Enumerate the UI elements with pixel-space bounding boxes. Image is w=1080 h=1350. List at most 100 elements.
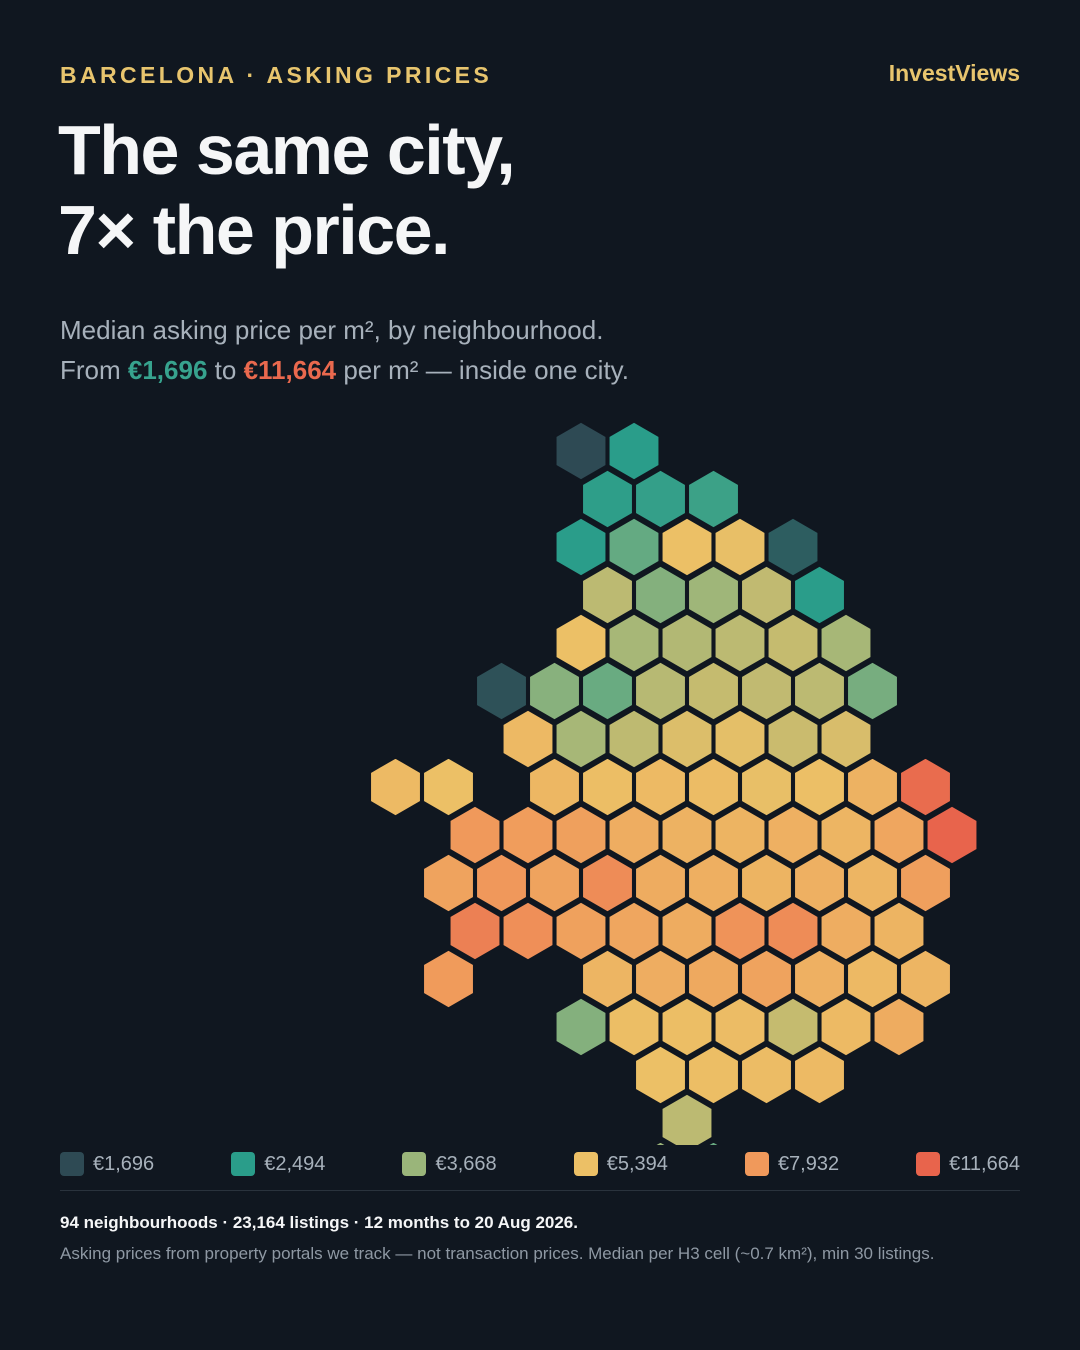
hex-cell xyxy=(767,517,819,577)
hex-cell xyxy=(555,517,607,577)
footer-note: Asking prices from property portals we t… xyxy=(60,1244,935,1263)
legend-item: €3,668 xyxy=(402,1152,497,1176)
hex-cell xyxy=(714,805,766,865)
legend-swatch xyxy=(573,1152,598,1176)
hex-cell xyxy=(687,757,740,817)
hex-cell xyxy=(654,1141,667,1145)
hex-cell xyxy=(422,949,475,1009)
hex-cell xyxy=(714,517,766,577)
legend-label: €1,696 xyxy=(93,1152,155,1175)
hex-cell xyxy=(555,613,607,673)
subtitle-end: per m² — inside one city. xyxy=(336,355,629,385)
hex-cell xyxy=(793,661,846,721)
hex-cell xyxy=(555,709,607,769)
subtitle-to: to xyxy=(207,355,244,385)
hex-cell xyxy=(714,901,766,961)
hex-cell xyxy=(581,757,634,817)
hex-map xyxy=(369,421,978,1145)
title-line-2: 7× the price. xyxy=(58,191,450,269)
hex-cell xyxy=(687,661,740,721)
hex-cell xyxy=(608,997,660,1057)
hex-cell xyxy=(793,949,846,1009)
legend-swatch xyxy=(916,1152,941,1176)
hex-cell xyxy=(714,613,766,673)
hex-cell xyxy=(687,949,740,1009)
hex-cell xyxy=(899,757,952,817)
hex-cell xyxy=(820,997,872,1057)
page-title: The same city, 7× the price. xyxy=(58,110,516,270)
hex-cell xyxy=(634,853,687,913)
hex-cell xyxy=(634,565,687,625)
hex-cell xyxy=(846,757,899,817)
hex-cell xyxy=(502,709,554,769)
legend-label: €7,932 xyxy=(777,1152,840,1175)
hex-cell xyxy=(846,853,899,913)
hex-cell xyxy=(608,901,660,961)
hex-cell xyxy=(661,997,713,1057)
legend-item: €11,664 xyxy=(916,1152,1020,1176)
hex-cell xyxy=(555,805,607,865)
hex-cell xyxy=(608,517,660,577)
legend-label: €5,394 xyxy=(606,1152,668,1175)
hex-cell xyxy=(846,949,899,1009)
legend-item: €5,394 xyxy=(573,1152,668,1176)
hex-cell xyxy=(714,709,766,769)
hex-cell xyxy=(687,853,740,913)
hex-cell xyxy=(608,709,660,769)
legend-swatch xyxy=(402,1152,427,1176)
hex-cell xyxy=(502,901,554,961)
divider xyxy=(60,1190,1020,1191)
subtitle-line-1: Median asking price per m², by neighbour… xyxy=(60,315,604,345)
hex-cell xyxy=(740,565,793,625)
hex-cell xyxy=(661,805,713,865)
hex-cell xyxy=(687,1045,740,1105)
hex-cell xyxy=(528,853,581,913)
hex-cell xyxy=(793,1045,846,1105)
hex-cell xyxy=(767,805,819,865)
hex-cell xyxy=(873,901,925,961)
title-line-1: The same city, xyxy=(58,111,516,189)
hex-cell xyxy=(740,949,793,1009)
hex-cell xyxy=(767,709,819,769)
hex-cell xyxy=(793,565,846,625)
legend-label: €3,668 xyxy=(435,1152,497,1175)
legend: €1,696 €2,494 €3,668 €5,394 €7,932 €11,664 xyxy=(60,1152,1020,1176)
hex-cell xyxy=(820,805,872,865)
hex-cell xyxy=(899,949,952,1009)
hex-cell xyxy=(899,853,952,913)
legend-swatch xyxy=(231,1152,256,1176)
hex-cell xyxy=(767,901,819,961)
hex-cell xyxy=(475,853,528,913)
subtitle-from: From xyxy=(60,355,128,385)
hex-cell xyxy=(820,901,872,961)
hex-cell xyxy=(555,421,607,481)
kicker: BARCELONA · ASKING PRICES xyxy=(60,62,493,88)
hex-cell xyxy=(581,565,634,625)
hex-cell xyxy=(820,709,872,769)
hex-cell xyxy=(714,997,766,1057)
hex-cell xyxy=(687,469,740,529)
legend-item: €7,932 xyxy=(744,1152,840,1176)
hex-cell xyxy=(528,757,581,817)
hex-cell xyxy=(707,1141,720,1145)
hex-cell xyxy=(661,613,713,673)
hex-cell xyxy=(793,757,846,817)
hex-cell xyxy=(369,757,422,817)
subtitle-line-2: From €1,696 to €11,664 per m² — inside o… xyxy=(60,350,629,390)
hex-cell xyxy=(634,1045,687,1105)
hex-cell xyxy=(634,661,687,721)
hex-cell xyxy=(846,661,899,721)
hex-cell xyxy=(820,613,872,673)
hex-cell xyxy=(449,805,501,865)
hex-cell xyxy=(661,709,713,769)
hex-cell xyxy=(634,757,687,817)
hex-cell xyxy=(502,805,554,865)
legend-swatch xyxy=(60,1152,84,1176)
hex-cell xyxy=(555,997,607,1057)
subtitle-low-value: €1,696 xyxy=(127,355,208,385)
hex-cell xyxy=(581,469,634,529)
legend-label: €11,664 xyxy=(949,1152,1020,1175)
hex-cell xyxy=(581,853,634,913)
hex-cell xyxy=(581,949,634,1009)
hex-cell xyxy=(581,661,634,721)
